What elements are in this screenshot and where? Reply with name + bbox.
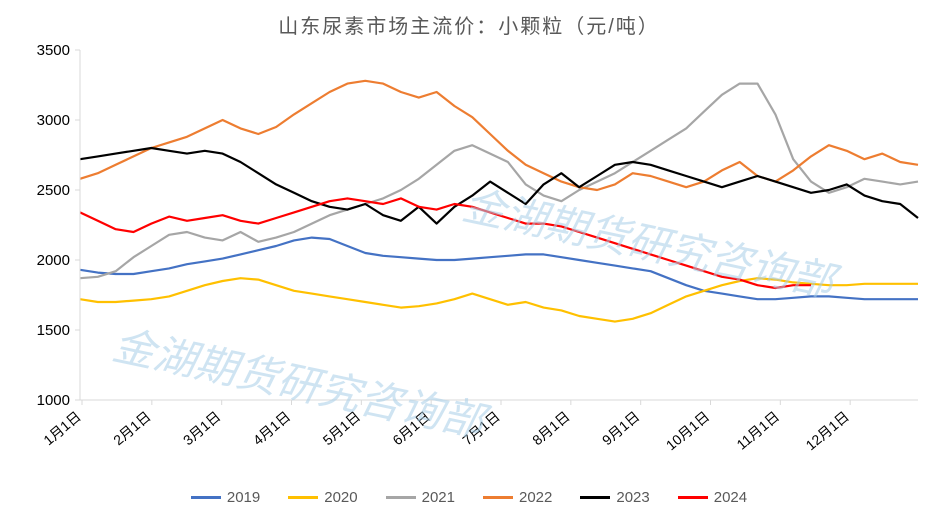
x-tick-label: 10月1日 xyxy=(663,408,713,453)
legend-label: 2020 xyxy=(324,489,357,506)
series-line-2021 xyxy=(80,84,918,279)
legend-item-2024: 2024 xyxy=(678,489,747,506)
legend: 2019 2020 2021 2022 2023 2024 xyxy=(0,489,938,506)
legend-swatch xyxy=(386,496,416,499)
legend-swatch xyxy=(678,496,708,499)
legend-label: 2021 xyxy=(422,489,455,506)
x-tick-label: 3月1日 xyxy=(180,408,224,448)
axis-line xyxy=(80,50,918,400)
line-series-group xyxy=(80,81,918,322)
legend-item-2021: 2021 xyxy=(386,489,455,506)
legend-swatch xyxy=(483,496,513,499)
y-tick-label: 2000 xyxy=(37,252,70,269)
y-axis-ticks: 1000 1500 2000 2500 3000 3500 xyxy=(37,42,80,409)
chart-container: 山东尿素市场主流价：小颗粒（元/吨） 100015002000250030003… xyxy=(0,0,938,512)
legend-label: 2023 xyxy=(616,489,649,506)
x-tick-label: 8月1日 xyxy=(529,408,573,448)
legend-label: 2022 xyxy=(519,489,552,506)
chart-plot: 1000 1500 2000 2500 3000 3500 1月1日 2月1日 3月1日 4月1… xyxy=(0,0,938,512)
y-tick-label: 3000 xyxy=(37,112,70,129)
legend-swatch xyxy=(288,496,318,499)
legend-item-2023: 2023 xyxy=(580,489,649,506)
y-tick-label: 1500 xyxy=(37,322,70,339)
legend-swatch xyxy=(580,496,610,499)
x-tick-label: 9月1日 xyxy=(599,408,643,448)
legend-item-2019: 2019 xyxy=(191,489,260,506)
legend-swatch xyxy=(191,496,221,499)
y-tick-label: 1000 xyxy=(37,392,70,409)
x-tick-label: 2月1日 xyxy=(110,408,154,448)
x-tick-label: 4月1日 xyxy=(250,408,294,448)
x-axis-ticks: 1月1日 2月1日 3月1日 4月1日 5月1日 6月1日 7月1日 8月1日 9月1日 10月1… xyxy=(40,400,852,453)
series-line-2022 xyxy=(80,81,918,190)
legend-item-2022: 2022 xyxy=(483,489,552,506)
legend-item-2020: 2020 xyxy=(288,489,357,506)
x-tick-label: 7月1日 xyxy=(459,408,503,448)
x-tick-label: 1月1日 xyxy=(40,408,84,448)
x-tick-label: 12月1日 xyxy=(802,408,852,453)
x-tick-label: 11月1日 xyxy=(733,408,782,453)
series-line-2019 xyxy=(80,238,918,300)
y-tick-label: 3500 xyxy=(37,42,70,59)
x-tick-label: 6月1日 xyxy=(389,408,433,448)
legend-label: 2019 xyxy=(227,489,260,506)
series-line-2024 xyxy=(80,198,811,288)
x-tick-label: 5月1日 xyxy=(320,408,364,448)
legend-label: 2024 xyxy=(714,489,747,506)
y-tick-label: 2500 xyxy=(37,182,70,199)
